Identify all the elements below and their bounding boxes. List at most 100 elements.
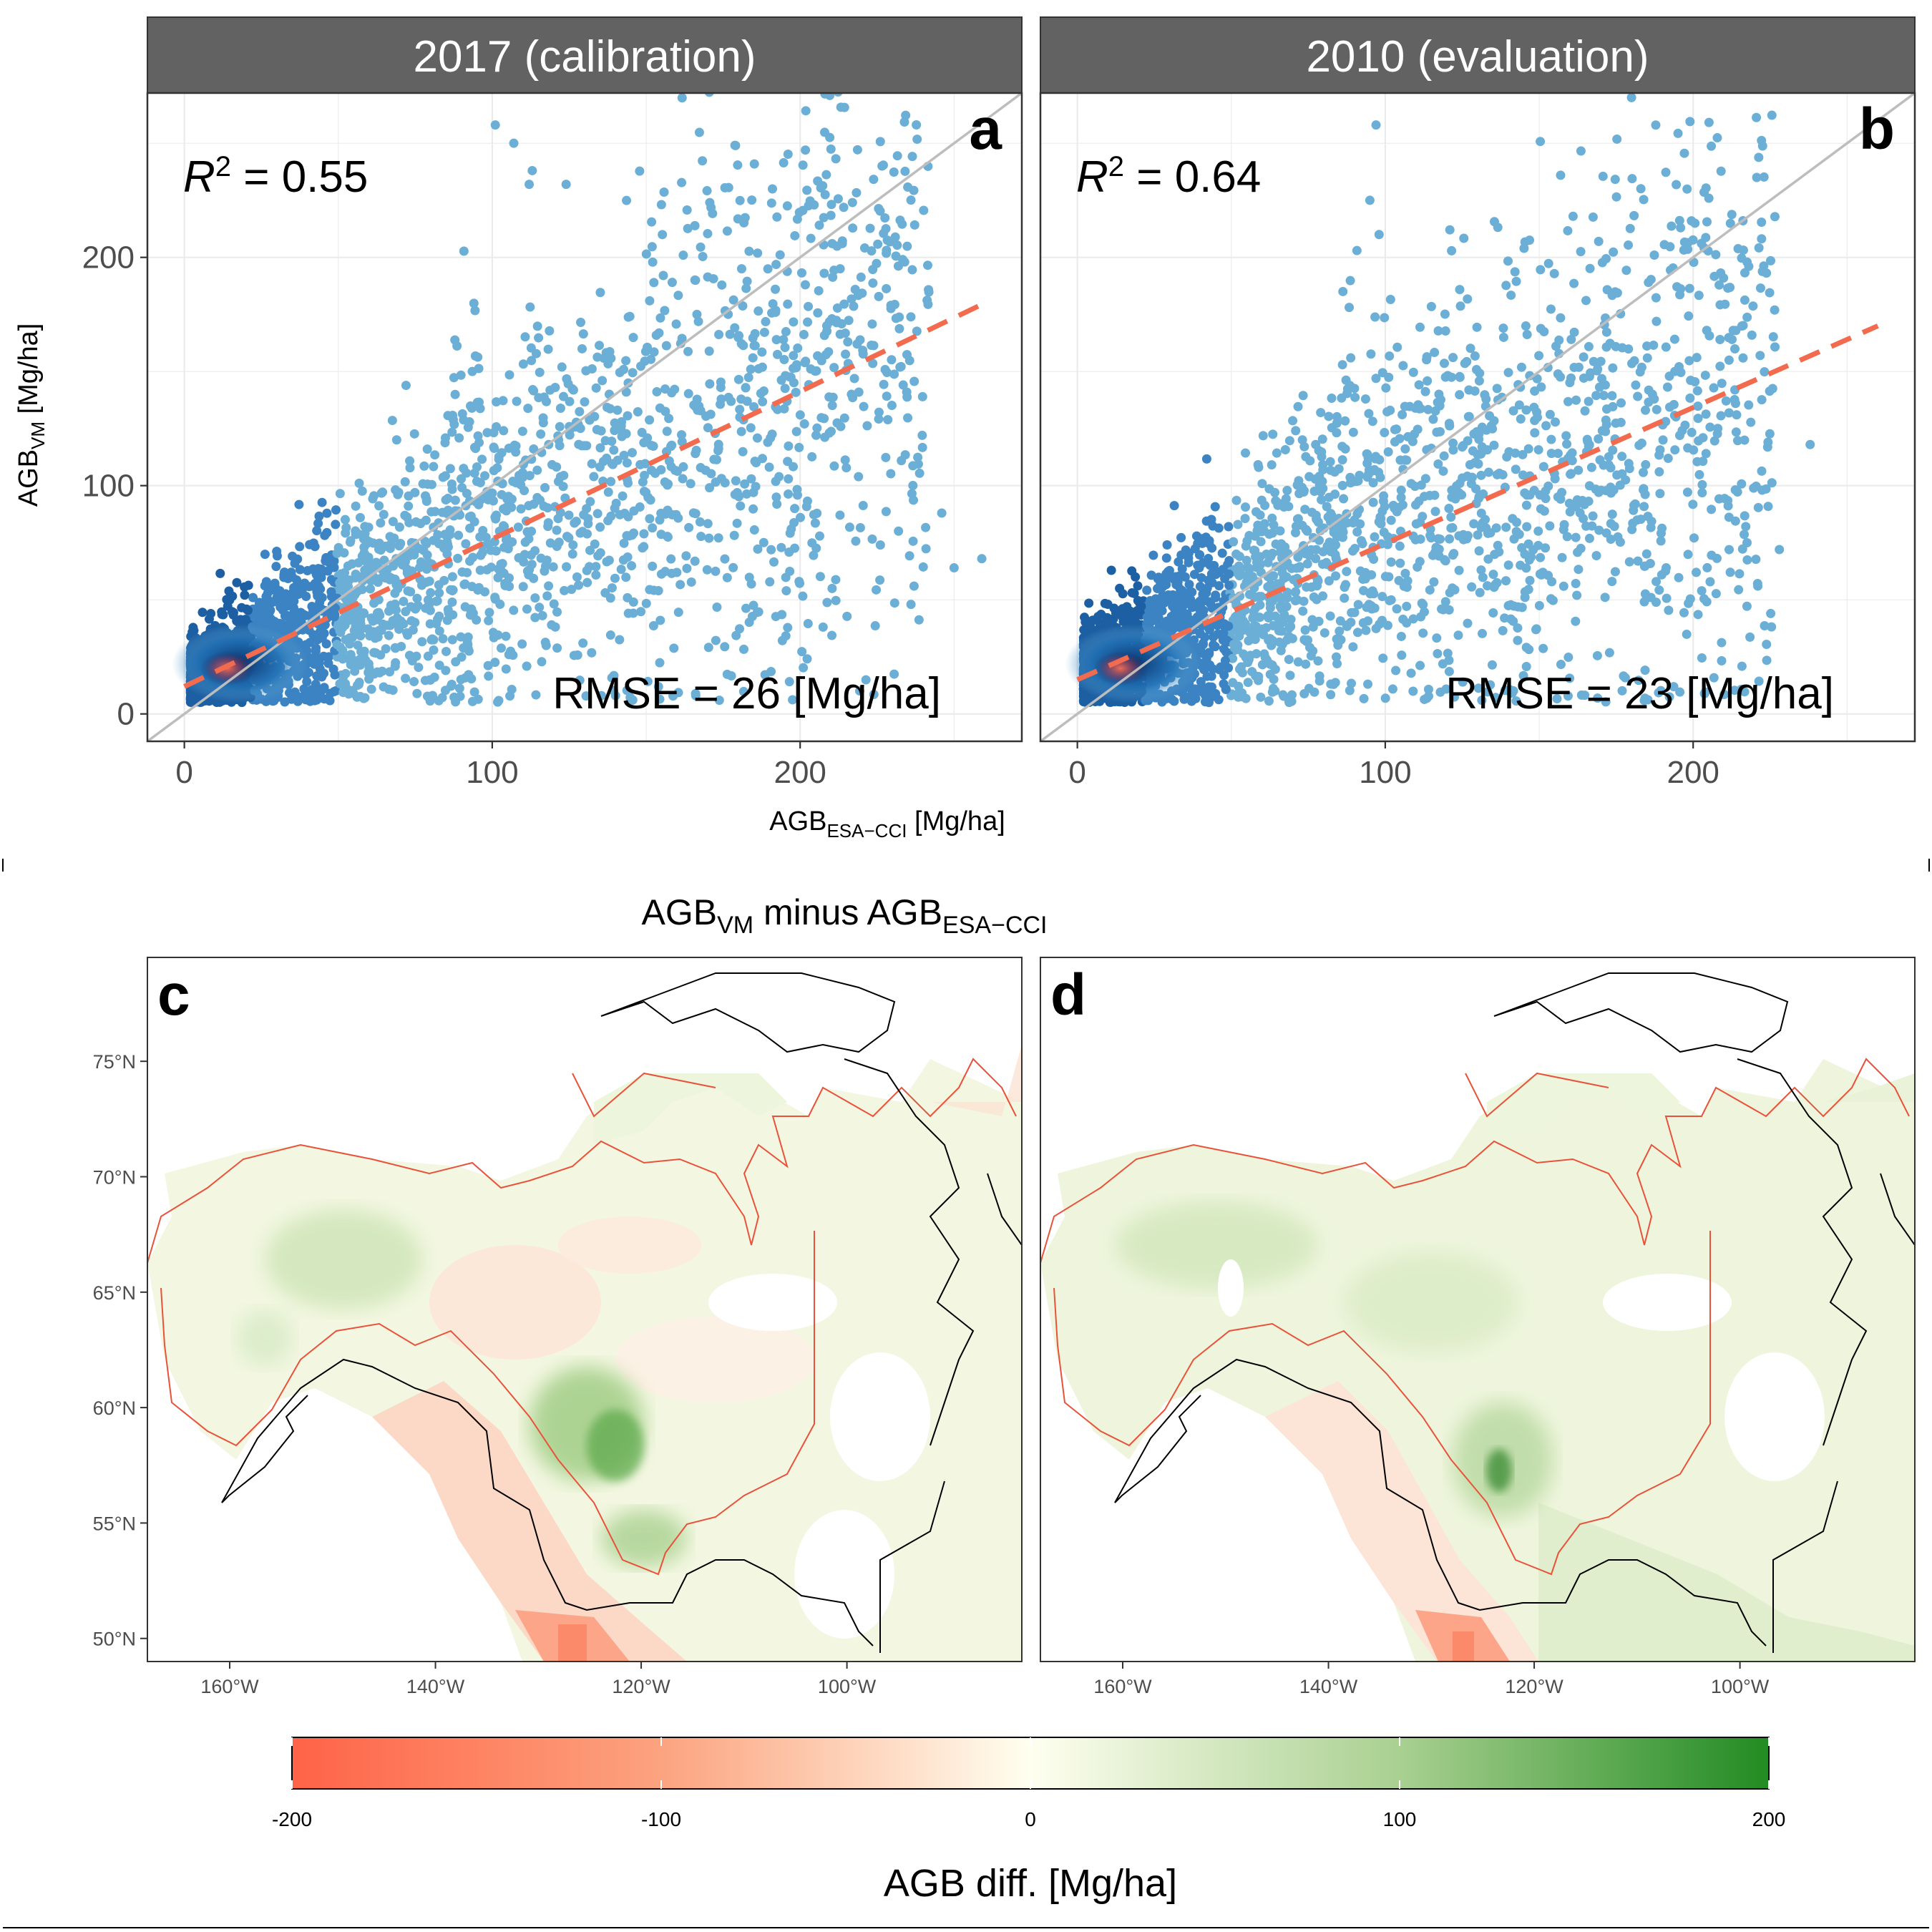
data-point [1656,528,1666,538]
data-point [1152,584,1162,594]
data-point [1430,348,1440,358]
data-point [702,565,712,575]
data-point [671,319,681,329]
data-point [595,443,605,453]
data-point [1214,523,1224,533]
data-point [474,499,484,509]
data-point [1455,301,1465,311]
data-points [172,93,987,708]
data-point [517,468,527,478]
data-point [1324,411,1334,421]
data-point [807,538,817,548]
data-point [867,246,877,256]
data-point [655,403,665,413]
data-point [622,195,632,205]
data-point [433,530,443,540]
data-point [536,429,546,439]
data-point [1709,673,1719,683]
data-point [647,242,657,252]
data-point [1580,406,1590,416]
data-point [1601,426,1611,436]
data-point [889,300,899,310]
data-point [1724,408,1734,418]
data-point [784,677,794,687]
data-point [423,479,433,489]
data-point [448,585,458,595]
data-point [702,186,712,196]
strip-background [1040,16,1916,94]
data-point [421,494,431,504]
data-point [1302,636,1312,646]
data-point [809,550,819,560]
data-point [1697,488,1707,498]
data-point [730,323,740,333]
data-point [578,329,588,339]
data-point [1454,565,1464,575]
data-point [311,570,321,580]
data-point [1300,504,1310,514]
data-point [1760,621,1770,631]
data-point [1687,427,1697,437]
data-point [1284,436,1294,446]
data-point [653,682,663,692]
data-point [859,401,869,411]
data-point [1669,682,1679,692]
data-point [726,670,736,680]
data-point [467,674,477,684]
data-point [387,416,397,426]
data-point [1378,653,1388,663]
data-point [732,518,742,528]
data-point [450,495,460,505]
data-point [1324,537,1335,547]
data-point [790,230,800,240]
y-tick-label: 100 [82,469,135,504]
data-point [1704,117,1714,127]
data-point [454,433,464,443]
data-point [426,635,436,645]
data-point [360,565,370,575]
data-point [1765,429,1775,439]
data-point [1639,597,1649,607]
data-point [413,600,423,610]
data-point [793,343,803,353]
data-point [847,197,857,208]
data-point [311,643,321,653]
data-point [1131,572,1141,582]
data-point [1541,543,1551,553]
data-point [813,351,823,361]
data-point [1314,616,1324,626]
data-point [475,532,485,542]
data-point [613,405,623,415]
data-point [535,367,545,377]
data-point [804,301,814,311]
data-point [904,551,914,561]
data-point [784,474,794,484]
data-point [1257,479,1267,489]
data-point [883,414,893,424]
data-point [1730,344,1740,354]
data-point [1332,659,1342,669]
data-point [733,374,743,384]
data-point [1194,563,1204,573]
data-point [581,366,591,376]
data-point [672,567,682,577]
data-point [1262,623,1272,633]
data-point [1601,327,1611,337]
data-point [1615,480,1625,490]
data-point [489,428,499,438]
data-point [587,648,597,658]
data-point [1509,534,1519,544]
data-point [1241,555,1252,565]
data-point [462,567,472,577]
data-point [1198,589,1208,599]
data-point [791,426,801,436]
data-point [766,198,776,208]
data-point [1478,489,1488,499]
data-point [855,335,865,345]
x-tick-label: 0 [175,755,192,790]
data-point [1255,600,1265,610]
data-point [376,518,386,528]
data-point [424,557,434,567]
data-point [1382,406,1392,416]
data-point [1571,578,1581,588]
